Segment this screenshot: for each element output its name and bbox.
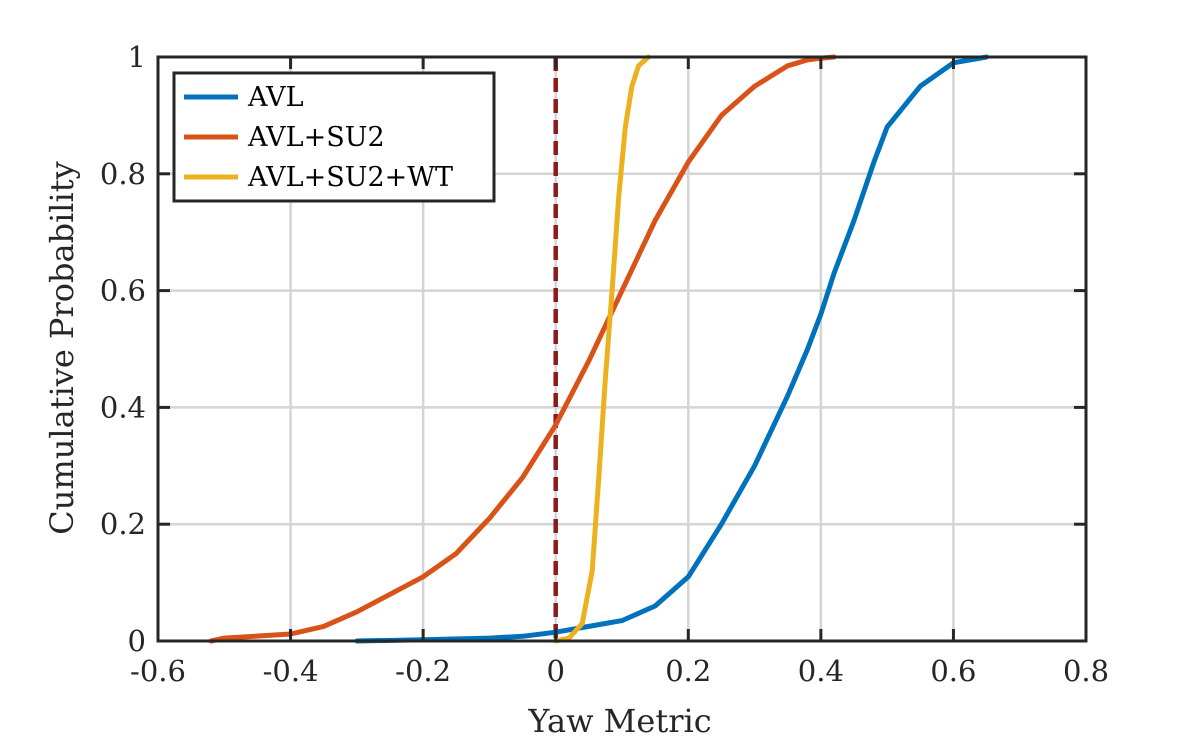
- x-tick-label: -0.2: [395, 654, 451, 688]
- x-axis-label: Yaw Metric: [527, 702, 711, 740]
- series-line-2: [208, 54, 837, 644]
- y-tick-label: 0: [128, 624, 146, 658]
- x-tick-label: 0.6: [930, 654, 976, 688]
- x-tick-label: -0.4: [263, 654, 319, 688]
- x-tick-label: 0.8: [1063, 654, 1109, 688]
- legend-label-3: AVL+SU2+WT: [247, 162, 453, 193]
- legend: AVL AVL+SU2 AVL+SU2+WT: [172, 71, 496, 203]
- x-tick-label: 0.2: [665, 654, 711, 688]
- legend-box: [172, 71, 496, 203]
- series-layer: [208, 54, 990, 644]
- tick-labels: -0.6 -0.4 -0.2 0 0.2 0.4 0.6 0.8 0 0.2 0.4 0.6 0.8 1: [100, 40, 1109, 688]
- x-tick-label: -0.6: [130, 654, 186, 688]
- y-tick-label: 0.4: [100, 390, 146, 424]
- series-line-1: [354, 54, 990, 644]
- y-tick-label: 0.6: [100, 274, 146, 308]
- legend-label-2: AVL+SU2: [247, 122, 385, 153]
- series-line-3: [553, 54, 651, 644]
- y-tick-label: 1: [128, 40, 146, 74]
- y-tick-label: 0.8: [100, 157, 146, 191]
- x-tick-label: 0.4: [798, 654, 844, 688]
- x-tick-label: 0: [546, 654, 564, 688]
- plot-frame: [156, 55, 1088, 643]
- y-axis-label: Cumulative Probability: [43, 161, 81, 534]
- axes-frame: [156, 55, 1088, 643]
- legend-label-1: AVL: [247, 82, 304, 113]
- y-tick-label: 0.2: [100, 507, 146, 541]
